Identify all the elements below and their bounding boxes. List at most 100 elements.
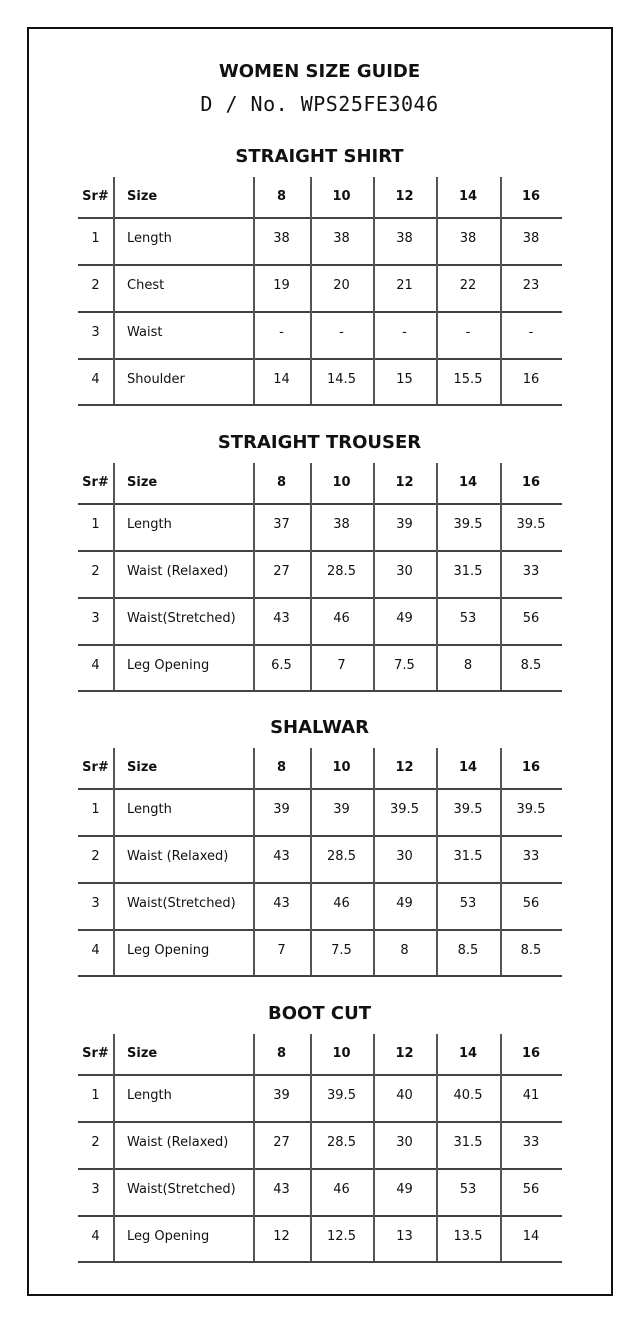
table-cell: 8.5	[520, 943, 542, 958]
table-cell: Length	[127, 517, 172, 532]
table-cell: Waist(Stretched)	[127, 611, 236, 626]
row-divider	[78, 1261, 562, 1263]
table-cell: 27	[273, 1135, 290, 1150]
table-cell: 38	[396, 231, 413, 246]
table-cell: 1	[91, 1088, 100, 1103]
table-cell: 39.5	[516, 517, 546, 532]
column-header: Size	[127, 189, 158, 204]
table-cell: 53	[459, 896, 477, 911]
column-header: 16	[521, 475, 541, 490]
row-divider	[78, 690, 562, 692]
table-cell: 2	[91, 1135, 100, 1150]
column-divider	[113, 177, 115, 404]
column-header: 16	[521, 760, 541, 775]
column-header: Sr#	[82, 760, 109, 775]
column-header: 14	[458, 475, 478, 490]
row-divider	[78, 1074, 562, 1076]
table-cell: 39.5	[390, 802, 419, 817]
table-cell: Length	[127, 231, 172, 246]
table-cell: 56	[522, 611, 540, 626]
column-divider	[436, 177, 438, 404]
column-header: 8	[276, 1046, 287, 1061]
row-divider	[78, 503, 562, 505]
column-divider	[373, 463, 375, 690]
table-cell: 7	[337, 658, 346, 673]
table-cell: 7.5	[394, 658, 415, 673]
table-cell: 30	[396, 564, 413, 579]
table-cell: 46	[333, 611, 350, 626]
column-header: 14	[458, 189, 478, 204]
table-cell: 28.5	[327, 564, 356, 579]
table-cell: 33	[522, 849, 540, 864]
size-table: Sr# Size 8 10 12 14 16 1 Length 39 39 39.5 39.5 39.5 2…	[78, 748, 562, 977]
column-divider	[310, 1034, 312, 1261]
table-cell: Length	[127, 802, 172, 817]
section-title: SHALWAR	[270, 717, 369, 738]
row-divider	[78, 404, 562, 406]
column-divider	[113, 1034, 115, 1261]
table-cell: 49	[396, 611, 413, 626]
table-cell: 46	[333, 1182, 350, 1197]
column-divider	[253, 1034, 255, 1261]
table-cell: 56	[522, 896, 540, 911]
table-cell: 3	[91, 896, 100, 911]
table-cell: 1	[91, 517, 100, 532]
size-table: Sr# Size 8 10 12 14 16 1 Length 38 38 38 38 38 2 Chest 1…	[78, 177, 562, 406]
table-cell: 12	[273, 1229, 290, 1244]
table-cell: 49	[396, 896, 413, 911]
table-cell: 3	[91, 1182, 100, 1197]
table-cell: 46	[333, 896, 350, 911]
table-cell: 14	[522, 1229, 540, 1244]
column-divider	[310, 177, 312, 404]
table-cell: 8	[463, 658, 473, 673]
table-cell: 14.5	[327, 372, 356, 387]
column-header: 8	[276, 189, 287, 204]
column-header: 14	[458, 1046, 478, 1061]
table-cell: 8.5	[520, 658, 542, 673]
table-cell: 38	[459, 231, 477, 246]
table-cell: 6.5	[271, 658, 292, 673]
column-divider	[436, 748, 438, 975]
page-border	[27, 27, 613, 1296]
table-cell: 39.5	[453, 802, 483, 817]
row-divider	[78, 358, 562, 360]
column-divider	[500, 1034, 502, 1261]
column-divider	[436, 463, 438, 690]
table-cell: Waist(Stretched)	[127, 896, 236, 911]
column-header: Size	[127, 475, 158, 490]
table-cell: Shoulder	[127, 372, 185, 387]
table-cell: 2	[91, 564, 100, 579]
table-cell: Waist(Stretched)	[127, 1182, 236, 1197]
table-cell: 37	[273, 517, 290, 532]
table-cell: 39	[273, 1088, 290, 1103]
size-section: BOOT CUT Sr# Size 8 10 12 14 16 1 Length 39 39.5 40 4…	[0, 1003, 639, 1301]
table-cell: 1	[91, 231, 100, 246]
table-cell: 49	[396, 1182, 413, 1197]
table-cell: 15	[396, 372, 413, 387]
table-cell: Leg Opening	[127, 658, 210, 673]
table-cell: 28.5	[327, 1135, 356, 1150]
table-cell: 2	[91, 278, 100, 293]
table-cell: 39.5	[327, 1088, 356, 1103]
table-cell: 39	[396, 517, 413, 532]
table-cell: Length	[127, 1088, 172, 1103]
column-divider	[253, 177, 255, 404]
table-cell: 33	[522, 564, 540, 579]
column-header: 14	[458, 760, 478, 775]
page-title: WOMEN SIZE GUIDE	[218, 61, 421, 82]
table-cell: Leg Opening	[127, 943, 210, 958]
table-cell: 43	[273, 896, 290, 911]
row-divider	[78, 835, 562, 837]
row-divider	[78, 929, 562, 931]
table-cell: 39.5	[516, 802, 546, 817]
table-cell: Waist	[127, 325, 163, 340]
table-cell: 13	[396, 1229, 413, 1244]
column-divider	[253, 463, 255, 690]
table-cell: -	[339, 325, 344, 340]
table-cell: 43	[273, 1182, 290, 1197]
table-cell: -	[402, 325, 407, 340]
table-cell: -	[465, 325, 471, 340]
column-header: 10	[332, 1046, 351, 1061]
column-header: 12	[395, 475, 414, 490]
row-divider	[78, 1215, 562, 1217]
